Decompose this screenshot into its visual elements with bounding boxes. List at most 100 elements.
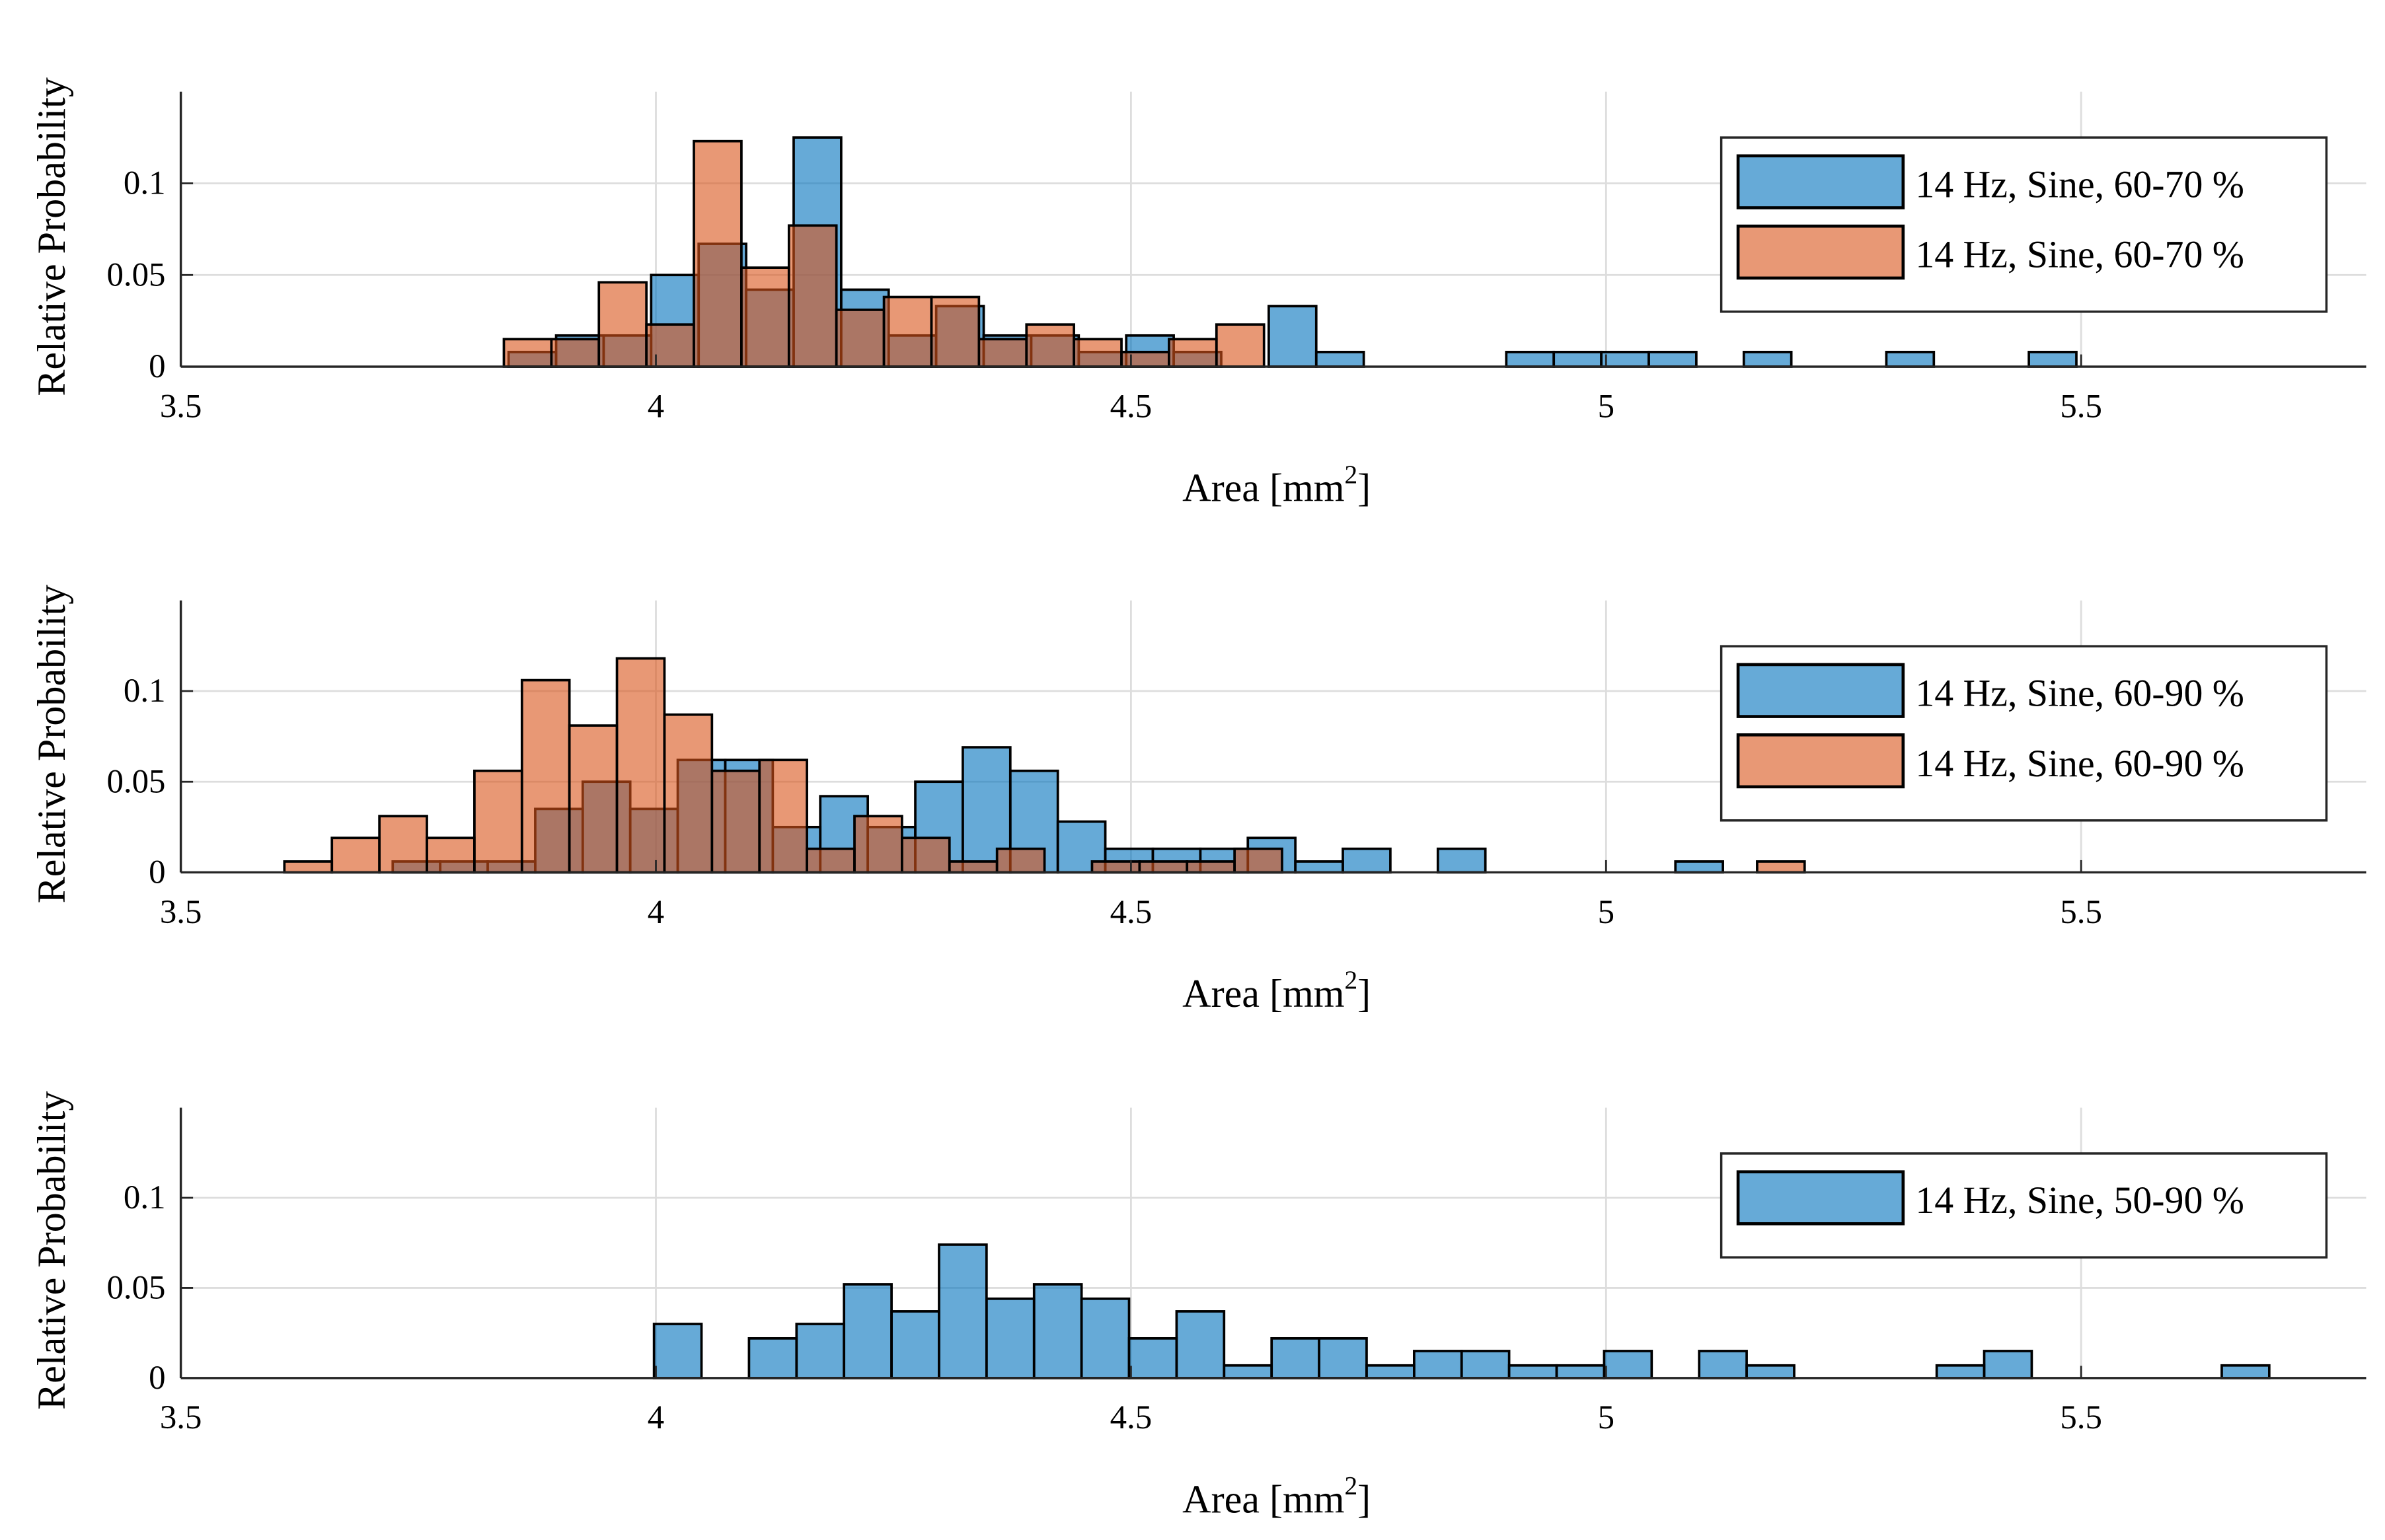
histogram-bar <box>985 1297 1036 1379</box>
histogram-bar <box>1073 338 1123 368</box>
histogram-bar <box>1436 847 1487 874</box>
histogram-bar <box>1742 350 1793 368</box>
x-tick-label: 4.5 <box>1110 894 1153 931</box>
x-tick-label: 3.5 <box>160 388 202 425</box>
histogram-bar <box>1032 1283 1083 1379</box>
legend-label: 14 Hz, Sine, 60-70 % <box>1915 233 2244 276</box>
histogram-bar <box>758 758 808 874</box>
histogram-bar <box>835 309 886 368</box>
histogram-bar <box>615 657 666 874</box>
histogram-bar <box>597 281 648 368</box>
histogram-bar <box>1603 1350 1653 1379</box>
histogram-bar <box>568 724 619 874</box>
histogram-bar <box>1885 350 1936 368</box>
y-axis-label: Relative Probability <box>30 1091 74 1410</box>
histogram-bar <box>1090 860 1141 874</box>
histogram-bar <box>1745 1364 1796 1379</box>
y-tick-label: 0 <box>149 1360 165 1397</box>
histogram-bar <box>378 815 428 874</box>
histogram-bar <box>663 713 714 874</box>
histogram-bar <box>2027 350 2078 368</box>
histogram-bar <box>1186 860 1236 874</box>
histogram-bar <box>1080 1297 1131 1379</box>
histogram-bar <box>710 769 761 874</box>
x-axis-label-end: ] <box>1357 1477 1371 1522</box>
histogram-bar <box>520 678 571 874</box>
histogram-bar <box>1314 350 1365 368</box>
histogram-bar <box>652 1323 703 1379</box>
x-tick-label: 3.5 <box>160 894 202 931</box>
legend-swatch-blue <box>1736 154 1905 209</box>
legend: 14 Hz, Sine, 60-90 % 14 Hz, Sine, 60-90 % <box>1720 645 2328 822</box>
x-axis-label-superscript: 2 <box>1345 965 1358 994</box>
x-tick-label: 4 <box>648 1399 664 1436</box>
histogram-bar <box>1318 1337 1368 1379</box>
histogram-bar <box>1600 350 1650 368</box>
x-axis-label-superscript: 2 <box>1345 1471 1358 1500</box>
y-tick-label: 0.1 <box>124 1179 166 1216</box>
y-tick-label: 0.05 <box>106 763 165 800</box>
x-tick-label: 5 <box>1598 1399 1614 1436</box>
x-tick-label: 4 <box>648 388 664 425</box>
histogram-bar <box>1223 1364 1273 1379</box>
x-tick-label: 5.5 <box>2060 894 2102 931</box>
histogram-bar <box>1552 350 1603 368</box>
histogram-bar <box>1460 1350 1511 1379</box>
histogram-bar <box>1127 1337 1178 1379</box>
x-tick-label: 4 <box>648 894 664 931</box>
histogram-bar <box>1175 1310 1226 1379</box>
histogram-bar <box>1505 350 1556 368</box>
x-tick-label: 5.5 <box>2060 1399 2102 1436</box>
histogram-bar <box>995 847 1046 874</box>
series-orange <box>502 139 1266 368</box>
histogram-bar <box>740 266 790 368</box>
histogram-bar <box>283 860 334 874</box>
histogram-bar <box>1698 1350 1748 1379</box>
histogram-bar <box>550 338 601 368</box>
histogram-bar <box>1647 350 1698 368</box>
histogram-bar <box>502 338 553 368</box>
legend-label: 14 Hz, Sine, 60-90 % <box>1915 742 2244 785</box>
legend-swatch-orange <box>1736 224 1905 280</box>
histogram-panel-1: 3.5 4 4.5 5 5.5 0 0.05 0.1 Area [mm2] Relative Pr… <box>30 77 2366 511</box>
histogram-bar <box>1507 1364 1558 1379</box>
histogram-bar <box>1120 350 1170 368</box>
histogram-bar <box>1413 1350 1463 1379</box>
histogram-bar <box>1756 860 1806 874</box>
histogram-bar <box>1138 860 1189 874</box>
legend-label: 14 Hz, Sine, 60-90 % <box>1915 671 2244 714</box>
y-tick-label: 0 <box>149 348 165 385</box>
histogram-bar <box>1025 323 1075 368</box>
histogram-bar <box>1168 338 1218 368</box>
histogram-bar <box>645 323 695 368</box>
x-tick-label: 5.5 <box>2060 388 2102 425</box>
histogram-bar <box>1270 1337 1320 1379</box>
y-axis-label: Relative Probability <box>30 585 74 903</box>
x-tick-label: 4.5 <box>1110 388 1153 425</box>
x-axis-label: Area [mm2] <box>1182 460 1371 511</box>
legend-label: 14 Hz, Sine, 50-90 % <box>1915 1179 2244 1222</box>
x-tick-label: 5 <box>1598 388 1614 425</box>
x-axis-label-text: Area [mm <box>1182 972 1344 1016</box>
histogram-bar <box>882 295 933 368</box>
histogram-bar <box>1342 847 1392 874</box>
histogram-bar <box>473 769 523 874</box>
x-axis-label-superscript: 2 <box>1345 460 1358 489</box>
histogram-bar <box>938 1243 988 1379</box>
histogram-bar <box>890 1310 940 1379</box>
series-blue <box>652 1243 2271 1379</box>
y-tick-label: 0.1 <box>124 165 166 202</box>
histogram-bar <box>2220 1364 2271 1379</box>
legend-swatch-blue <box>1736 663 1905 718</box>
histogram-bar <box>948 860 999 874</box>
histogram-panel-2: 3.5 4 4.5 5 5.5 0 0.05 0.1 Area [mm2] Relative Pr… <box>30 585 2366 1016</box>
legend: 14 Hz, Sine, 50-90 % <box>1720 1152 2328 1259</box>
histogram-bar <box>1983 1350 2033 1379</box>
histogram-bar <box>747 1337 798 1379</box>
histogram-bar <box>843 1283 893 1379</box>
y-tick-label: 0.1 <box>124 673 166 710</box>
histogram-bar <box>426 836 476 874</box>
histogram-bar <box>806 847 856 874</box>
histogram-bar <box>1294 860 1344 874</box>
histogram-bar <box>901 836 951 874</box>
